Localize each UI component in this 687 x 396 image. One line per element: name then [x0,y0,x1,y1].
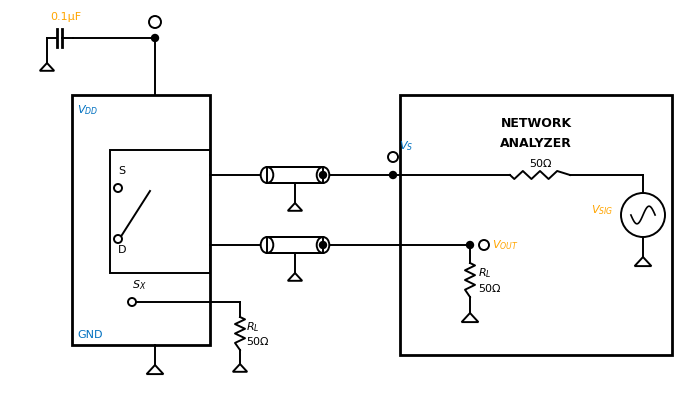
Text: 50Ω: 50Ω [246,337,269,347]
Ellipse shape [317,237,329,253]
Ellipse shape [260,237,273,253]
Circle shape [390,171,396,179]
Bar [267,167,323,183]
Circle shape [319,242,326,249]
Text: S: S [118,166,125,176]
Text: $S_X$: $S_X$ [132,278,146,292]
Bar [267,237,323,253]
Circle shape [479,240,489,250]
Circle shape [149,16,161,28]
Circle shape [114,235,122,243]
Text: $R_L$: $R_L$ [478,266,492,280]
Ellipse shape [317,167,329,183]
Text: $V_{OUT}$: $V_{OUT}$ [492,238,519,252]
Text: 50Ω: 50Ω [529,159,551,169]
Text: $V_{SIG}$: $V_{SIG}$ [591,203,613,217]
Text: $V_S$: $V_S$ [399,139,414,153]
Text: $R_L$: $R_L$ [246,320,260,334]
Circle shape [319,171,326,179]
Circle shape [466,242,473,249]
Text: D: D [118,245,126,255]
Circle shape [621,193,665,237]
Ellipse shape [260,167,273,183]
Text: 0.1μF: 0.1μF [50,12,81,22]
Bar [72,95,210,345]
Text: ANALYZER: ANALYZER [500,137,572,150]
Text: NETWORK: NETWORK [500,117,572,130]
Bar [267,167,323,183]
Circle shape [152,34,159,42]
Text: GND: GND [77,330,102,340]
Bar [400,95,672,355]
Bar [267,237,323,253]
Circle shape [128,298,136,306]
Bar [110,150,210,273]
Circle shape [388,152,398,162]
Text: 50Ω: 50Ω [478,284,501,294]
Text: $V_{DD}$: $V_{DD}$ [77,103,98,117]
Circle shape [114,184,122,192]
